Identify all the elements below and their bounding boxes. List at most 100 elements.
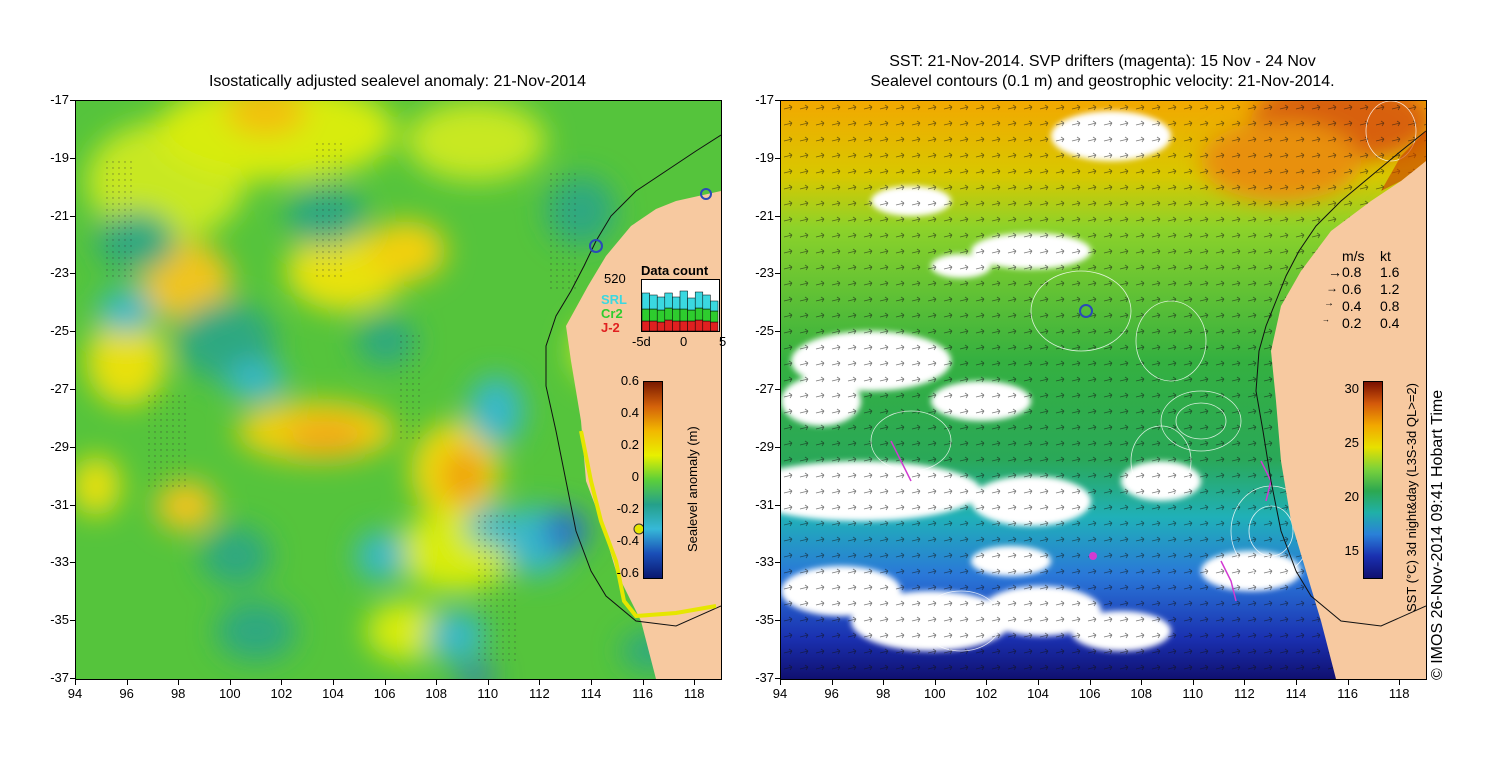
right-x-tick-label: 112 <box>1234 686 1255 701</box>
legend-j2: J-2 <box>601 320 620 335</box>
left-x-tick-label: 106 <box>373 686 396 701</box>
left-map-title: Isostatically adjusted sealevel anomaly:… <box>208 73 587 90</box>
velocity-legend-ms-header: m/s <box>1342 248 1365 264</box>
sealevel-colorbar-tick: -0.4 <box>616 533 639 548</box>
left-y-tick <box>70 100 76 101</box>
left-x-tick <box>539 679 541 685</box>
data-count-bar <box>649 320 658 332</box>
data-count-bar <box>679 320 688 332</box>
right-x-tick-label: 116 <box>1337 686 1358 701</box>
right-y-tick-label: -19 <box>755 149 774 165</box>
data-count-bar <box>710 321 719 332</box>
right-x-tick <box>831 679 833 685</box>
left-y-tick-label: -17 <box>50 92 69 107</box>
left-x-tick <box>591 679 592 685</box>
left-x-tick-label: 118 <box>683 686 705 701</box>
right-y-tick-label: -31 <box>755 496 774 512</box>
right-x-tick <box>1347 679 1349 685</box>
right-x-tick <box>883 679 885 685</box>
data-count-bar <box>656 296 666 311</box>
velocity-legend-kt-header: kt <box>1380 248 1391 264</box>
legend-srl: SRL <box>601 292 627 307</box>
left-x-tick-label: 104 <box>322 686 344 701</box>
sst-colorbar <box>1363 381 1383 579</box>
right-x-tick-label: 94 <box>772 686 788 701</box>
data-count-bar <box>687 320 696 332</box>
data-count-bar <box>656 321 666 332</box>
data-count-bar <box>641 320 650 332</box>
right-x-tick <box>934 679 936 685</box>
left-x-tick-label: 110 <box>477 686 499 701</box>
sealevel-colorbar-tick: 0.4 <box>620 405 639 420</box>
data-count-bar <box>649 294 658 310</box>
left-y-tick <box>70 504 76 506</box>
right-x-tick-label: 118 <box>1388 686 1410 701</box>
left-y-tick-label: -29 <box>50 438 69 454</box>
right-y-tick <box>775 562 781 564</box>
data-count-bar <box>710 310 719 323</box>
right-x-tick-label: 98 <box>875 686 891 701</box>
data-count-bar <box>656 309 666 323</box>
sealevel-anomaly-map <box>75 100 722 680</box>
data-count-bar <box>702 320 711 332</box>
left-x-tick-label: 100 <box>218 686 241 701</box>
right-x-tick <box>1296 679 1297 685</box>
left-x-tick-label: 96 <box>119 686 134 701</box>
sealevel-colorbar-tick: 0.6 <box>620 373 639 388</box>
left-y-tick <box>70 446 76 448</box>
right-y-tick <box>775 157 781 159</box>
right-y-tick-label: -29 <box>755 438 774 454</box>
sst-colorbar-label: SST (°C) 3d night&day (L3S-3d QL>=2) <box>1404 383 1419 612</box>
velocity-legend-kt: 1.2 <box>1380 281 1400 297</box>
left-y-tick <box>70 157 76 159</box>
data-count-histogram <box>641 279 720 332</box>
left-x-tick <box>487 679 489 685</box>
right-y-tick-label: -37 <box>755 670 774 685</box>
data-count-bar <box>641 292 650 310</box>
right-y-tick-label: -23 <box>755 265 774 281</box>
data-count-bar <box>672 296 681 310</box>
data-count-xtick-mid: 0 <box>680 334 688 349</box>
left-y-tick <box>70 678 76 679</box>
right-y-tick <box>775 446 781 448</box>
velocity-legend-ms: 0.2 <box>1342 315 1362 331</box>
right-x-tick <box>1192 679 1194 685</box>
right-y-tick-label: -25 <box>755 323 774 339</box>
velocity-legend-arrow-icon: → <box>1328 264 1342 280</box>
left-y-tick-label: -19 <box>50 149 69 165</box>
sealevel-colorbar <box>643 381 663 579</box>
right-x-tick-label: 106 <box>1078 686 1101 701</box>
data-count-xtick-end: 5 <box>719 334 727 349</box>
data-count-bar <box>687 309 696 322</box>
velocity-legend-ms: 0.8 <box>1342 264 1362 280</box>
left-x-tick <box>694 679 696 685</box>
data-count-bar <box>664 292 673 309</box>
right-y-tick-label: -35 <box>755 612 774 628</box>
left-y-tick-label: -27 <box>50 381 69 396</box>
velocity-legend-arrow-icon: → <box>1324 298 1334 309</box>
velocity-legend-arrow-icon: → <box>1326 281 1338 295</box>
sst-colorbar-tick: 20 <box>1344 489 1359 504</box>
data-count-bar <box>710 300 719 312</box>
right-y-tick-label: -21 <box>755 207 774 223</box>
left-y-tick-label: -21 <box>50 207 69 223</box>
right-y-tick-label: -27 <box>755 381 774 396</box>
data-count-bar <box>694 319 704 332</box>
right-x-tick <box>1089 679 1091 685</box>
imos-credit: © IMOS 26-Nov-2014 09:41 Hobart Time <box>1429 389 1446 680</box>
sealevel-colorbar-tick: 0 <box>631 469 639 484</box>
left-x-tick <box>281 679 283 685</box>
data-count-bar <box>702 308 711 322</box>
sst-colorbar-tick: 30 <box>1344 381 1359 396</box>
sst-map <box>780 100 1427 680</box>
right-x-tick-label: 100 <box>923 686 946 701</box>
right-x-tick-label: 110 <box>1182 686 1204 701</box>
data-count-xtick-start: -5d <box>632 334 651 349</box>
velocity-legend-kt: 1.6 <box>1380 264 1400 280</box>
right-y-tick <box>775 331 781 333</box>
left-x-tick-label: 114 <box>580 686 602 701</box>
right-x-tick-label: 114 <box>1285 686 1307 701</box>
left-x-tick <box>126 679 128 685</box>
right-x-tick <box>1399 679 1401 685</box>
right-x-tick <box>1141 679 1143 685</box>
